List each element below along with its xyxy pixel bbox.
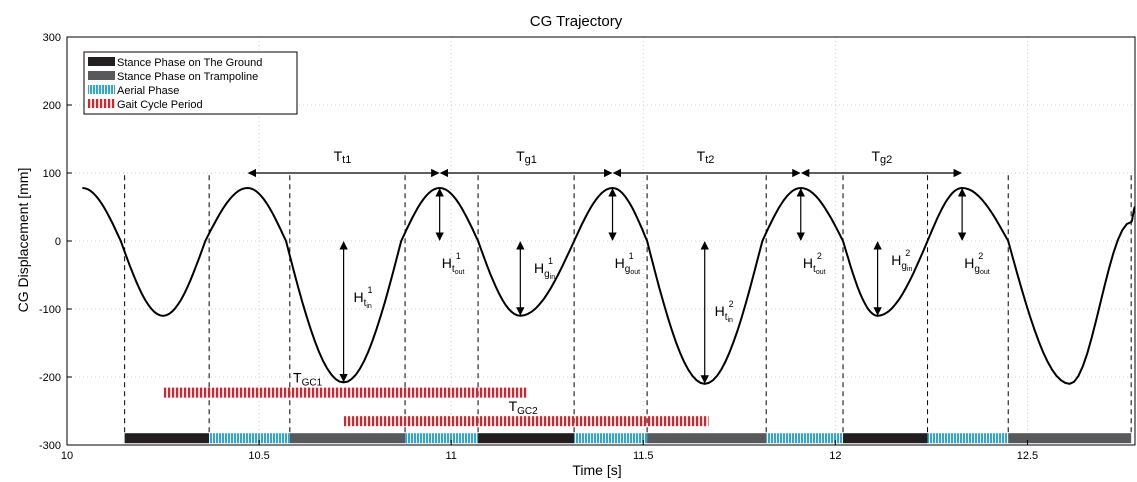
- x-axis-label: Time [s]: [572, 462, 621, 478]
- phase-segment-ground: [124, 433, 210, 444]
- phase-bar: [124, 433, 1132, 444]
- height-label-sup: 2: [905, 248, 910, 258]
- grid: [67, 37, 1135, 445]
- height-label-sup: 2: [978, 251, 983, 261]
- legend-swatch-ground: [88, 57, 115, 66]
- legend-label: Stance Phase on The Ground: [117, 57, 262, 69]
- gait-cycle-bar: [163, 387, 529, 398]
- phase-segment-trampoline: [289, 433, 406, 444]
- height-label-sup: 1: [367, 285, 372, 295]
- period-spans: Tt1 Tg1 Tt2 Tg2: [247, 148, 962, 178]
- y-tick-label: 0: [55, 236, 61, 248]
- legend-label: Stance Phase on Trampoline: [117, 71, 258, 83]
- period-span-label: Tg1: [516, 148, 537, 166]
- height-label: Htout: [442, 255, 465, 276]
- gait-cycle-label: TGC1: [293, 370, 323, 389]
- period-span-label: Tg2: [871, 148, 892, 166]
- x-tick-label: 11.5: [633, 450, 654, 462]
- height-label: Htout: [803, 255, 826, 276]
- y-tick-label: -300: [39, 440, 61, 452]
- y-tick-label: -100: [39, 304, 61, 316]
- period-span-label: Tt2: [697, 148, 715, 166]
- phase-segment-trampoline: [647, 433, 767, 444]
- x-tick-label: 11: [445, 450, 456, 462]
- phase-segment-aerial: [405, 433, 479, 444]
- y-tick-label: -200: [39, 372, 61, 384]
- height-label-sup: 2: [729, 299, 734, 309]
- y-tick-label: 200: [43, 100, 61, 112]
- chart-title: CG Trajectory: [530, 13, 623, 30]
- cg-curve-group: [82, 186, 1136, 385]
- x-tick-label: 12.5: [1017, 450, 1038, 462]
- phase-segment-aerial: [766, 433, 844, 444]
- phase-segment-aerial: [574, 433, 648, 444]
- y-tick-label: 100: [43, 168, 61, 180]
- phase-segment-aerial: [927, 433, 1009, 444]
- legend-swatch-aerial: [88, 85, 115, 94]
- height-label-sup: 1: [456, 251, 461, 261]
- phase-segment-ground: [478, 433, 575, 444]
- phase-segment-aerial: [209, 433, 290, 444]
- phase-transition-lines: [124, 175, 1132, 433]
- y-tick-label: 300: [43, 32, 61, 44]
- legend: Stance Phase on The Ground Stance Phase o…: [83, 51, 298, 115]
- legend-swatch-gait: [88, 99, 115, 108]
- gait-cycle-label: TGC2: [509, 398, 539, 417]
- phase-segment-ground: [843, 433, 928, 444]
- phase-segment-trampoline: [1008, 433, 1132, 444]
- legend-label: Aerial Phase: [117, 85, 179, 97]
- period-span-label: Tt1: [334, 148, 352, 166]
- x-tick-label: 10.5: [248, 450, 269, 462]
- height-label-sup: 1: [548, 256, 553, 266]
- cg-curve: [82, 186, 1136, 385]
- x-tick-label: 12: [829, 450, 841, 462]
- y-axis-label: CG Displacement [mm]: [15, 168, 31, 313]
- legend-label: Gait Cycle Period: [117, 99, 203, 111]
- gait-cycle-bars: TGC1 TGC2: [163, 370, 709, 427]
- gait-cycle-bar: [343, 416, 709, 427]
- x-tick-label: 10: [61, 450, 73, 462]
- height-label: Hgout: [615, 255, 640, 276]
- height-label-sup: 2: [817, 251, 822, 261]
- height-label: Hgout: [964, 255, 989, 276]
- legend-box: [83, 51, 298, 115]
- height-label-sup: 1: [629, 251, 634, 261]
- legend-swatch-trampoline: [88, 71, 115, 80]
